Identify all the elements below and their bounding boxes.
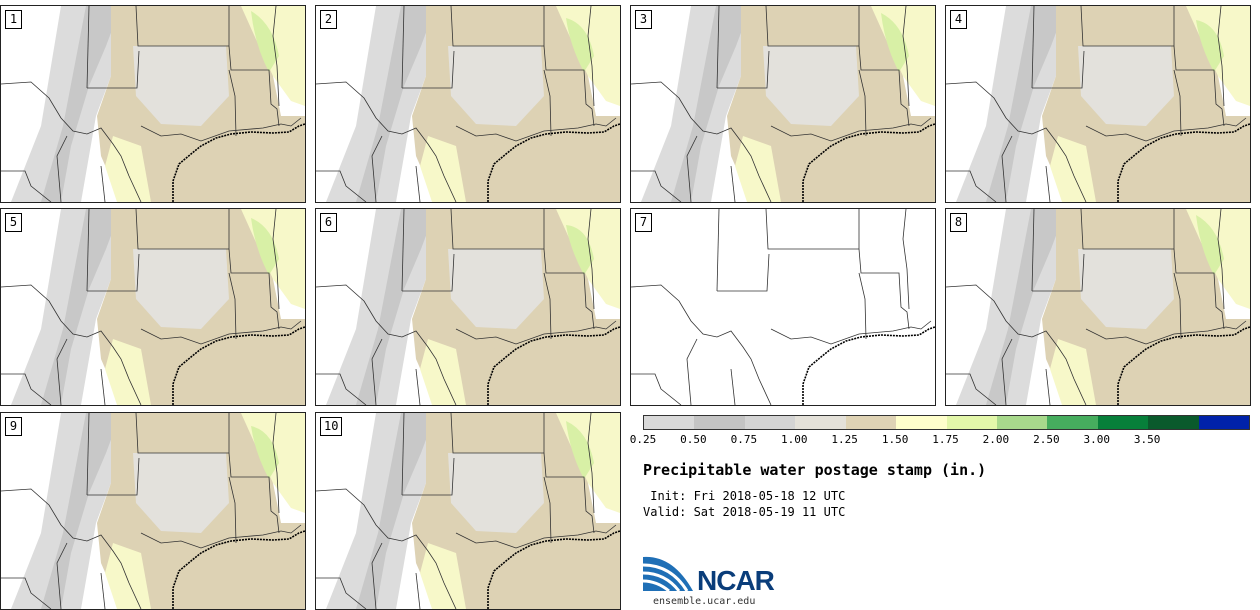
colorbar-tick-label: 0.75 xyxy=(730,433,758,446)
member-label: 8 xyxy=(950,213,967,232)
ensemble-member-panel: 2 xyxy=(315,5,621,203)
colorbar-tick-label: 0.25 xyxy=(629,433,657,446)
member-label: 7 xyxy=(635,213,652,232)
ncar-logo-text: NCAR xyxy=(697,565,775,596)
colorbar-segment xyxy=(996,416,1048,429)
member-label: 9 xyxy=(5,417,22,436)
colorbar-segment xyxy=(946,416,997,429)
colorbar-segment xyxy=(1148,416,1199,429)
colorbar-segment xyxy=(1097,416,1149,429)
ensemble-member-panel: 3 xyxy=(630,5,936,203)
colorbar-segment xyxy=(1198,416,1250,429)
member-label: 2 xyxy=(320,10,337,29)
colorbar-segment xyxy=(694,416,745,429)
colorbar xyxy=(643,415,1250,430)
ncar-logo-icon xyxy=(643,556,693,593)
colorbar-tick-label: 2.00 xyxy=(982,433,1010,446)
colorbar-tick-label: 1.25 xyxy=(831,433,858,446)
colorbar-segment xyxy=(1047,416,1098,429)
colorbar-labels: 0.25 0.50 0.75 1.00 1.25 1.50 1.75 2.00 2.50 3.00… xyxy=(629,433,1259,447)
colorbar-segment xyxy=(795,416,846,429)
ensemble-member-panel: 7 xyxy=(630,208,936,406)
plot-title: Precipitable water postage stamp (in.) xyxy=(643,461,987,479)
member-label: 5 xyxy=(5,213,22,232)
colorbar-segment xyxy=(845,416,897,429)
init-time: Init: Fri 2018-05-18 12 UTC xyxy=(643,489,846,503)
colorbar-tick-label: 3.50 xyxy=(1133,433,1161,446)
colorbar-tick-label: 1.75 xyxy=(932,433,959,446)
member-label: 3 xyxy=(635,10,652,29)
member-label: 10 xyxy=(320,417,343,436)
colorbar-tick-label: 1.00 xyxy=(781,433,808,446)
member-label: 6 xyxy=(320,213,337,232)
colorbar-tick-label: 2.50 xyxy=(1033,433,1060,446)
colorbar-tick-label: 1.50 xyxy=(881,433,909,446)
ensemble-member-panel: 1 xyxy=(0,5,306,203)
ensemble-member-panel: 9 xyxy=(0,412,306,610)
colorbar-segment xyxy=(644,416,695,429)
ensemble-member-panel: 5 xyxy=(0,208,306,406)
ensemble-member-panel: 6 xyxy=(315,208,621,406)
ensemble-member-panel: 10 xyxy=(315,412,621,610)
ensemble-member-panel: 8 xyxy=(945,208,1251,406)
colorbar-segment xyxy=(896,416,947,429)
colorbar-tick-label: 3.00 xyxy=(1083,433,1111,446)
colorbar-segment xyxy=(744,416,796,429)
logo-url: ensemble.ucar.edu xyxy=(653,596,756,607)
valid-time: Valid: Sat 2018-05-19 11 UTC xyxy=(643,505,846,519)
colorbar-tick-label: 0.50 xyxy=(680,433,707,446)
member-label: 1 xyxy=(5,10,22,29)
ensemble-member-panel: 4 xyxy=(945,5,1251,203)
member-label: 4 xyxy=(950,10,967,29)
